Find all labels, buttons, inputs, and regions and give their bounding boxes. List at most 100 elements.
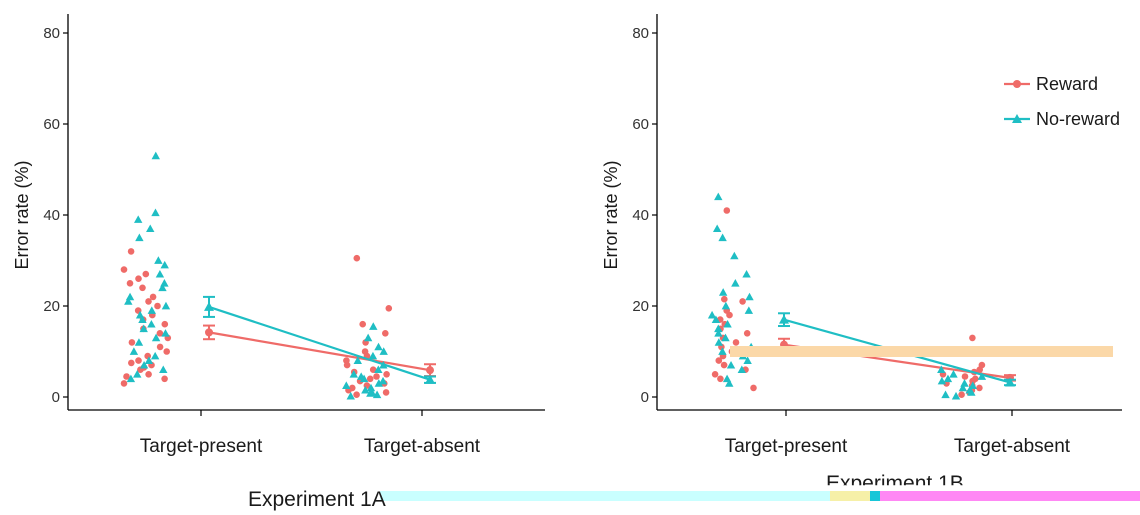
noreward-point [124, 297, 133, 305]
noreward-point [707, 310, 717, 319]
noreward-point [346, 391, 355, 400]
x-category-label: Target-present [725, 436, 848, 457]
noreward-point [949, 370, 958, 378]
noreward-point [160, 279, 169, 287]
reward-point [721, 295, 728, 303]
noreward-point [135, 233, 144, 242]
noreward-point [941, 390, 950, 399]
artifact-strip-teal [870, 491, 880, 501]
reward-point [135, 357, 142, 364]
noreward-point [129, 347, 139, 355]
noreward-point [958, 383, 968, 392]
noreward-mean-marker [1005, 377, 1015, 387]
legend: Reward No-reward [1004, 74, 1120, 129]
noreward-point [349, 370, 358, 378]
artifact-strip-yellow [830, 491, 870, 501]
noreward-point [150, 351, 160, 360]
reward-mean-marker [426, 366, 434, 375]
noreward-point [125, 292, 135, 301]
noreward-point [138, 315, 147, 324]
reward-point [128, 359, 135, 367]
reward-point [145, 298, 152, 305]
reward-point [373, 373, 380, 380]
legend-marker [1012, 114, 1022, 123]
reward-point [739, 298, 746, 305]
reward-point [145, 371, 152, 378]
noreward-point [134, 338, 144, 346]
noreward-point [139, 324, 148, 333]
noreward-point [144, 356, 154, 364]
legend-noreward: No-reward [1004, 109, 1120, 129]
x-category-label: Target-present [140, 436, 263, 457]
reward-point [969, 334, 976, 342]
panel-experiment-1b: 0 20 40 60 80 Error rate (%) Target-present Tar… [601, 14, 1122, 457]
noreward-point [154, 256, 163, 264]
noreward-point [718, 288, 728, 296]
artifact-band [730, 346, 1113, 357]
noreward-point [951, 391, 961, 400]
reward-point [978, 361, 986, 369]
reward-point [149, 293, 157, 301]
x-category-label: Target-absent [364, 436, 481, 457]
y-tick-label: 40 [43, 207, 60, 224]
reward-mean-marker [205, 328, 213, 337]
reward-point [156, 343, 164, 351]
noreward-point [721, 333, 730, 342]
reward-point [353, 391, 360, 399]
reward-point [382, 389, 390, 396]
noreward-point [730, 251, 739, 260]
y-tick-label: 40 [632, 207, 649, 224]
reward-point [385, 305, 393, 312]
noreward-point [139, 360, 149, 369]
noreward-point [744, 306, 754, 314]
legend-marker [1013, 80, 1021, 88]
reward-point [958, 391, 965, 399]
reward-point [743, 330, 751, 337]
reward-point [383, 371, 390, 378]
y-tick-label: 80 [43, 25, 60, 42]
noreward-point [159, 365, 168, 374]
noreward-mean-line [208, 305, 431, 381]
reward-point [126, 280, 134, 287]
reward-point [156, 330, 164, 337]
reward-point [369, 366, 377, 374]
y-tick-label: 60 [632, 116, 649, 133]
reward-point [976, 384, 983, 392]
noreward-point [960, 379, 969, 387]
reward-point [972, 375, 979, 383]
reward-point [154, 302, 161, 310]
reward-point [750, 384, 757, 392]
noreward-point [737, 365, 747, 374]
noreward-point [943, 374, 953, 383]
noreward-point [161, 301, 171, 310]
noreward-point [135, 310, 145, 319]
noreward-point [723, 320, 732, 328]
noreward-mean-marker [204, 301, 214, 311]
reward-point [717, 375, 724, 383]
noreward-point [366, 383, 376, 392]
reward-point [120, 380, 128, 387]
y-axis-title: Error rate (%) [12, 160, 32, 269]
noreward-point [714, 324, 723, 333]
panel-caption-1b: Experiment 1B [826, 472, 964, 495]
y-axis-title: Error rate (%) [601, 160, 621, 269]
y-tick-label: 0 [641, 389, 649, 406]
noreward-point [714, 192, 723, 201]
noreward-point [160, 260, 169, 269]
reward-point [142, 270, 150, 278]
noreward-mean-marker [425, 374, 435, 384]
reward-point [382, 330, 389, 337]
noreward-point [965, 385, 974, 394]
noreward-point [714, 338, 724, 346]
noreward-point [151, 151, 160, 160]
reward-point [161, 375, 168, 383]
noreward-point [368, 351, 378, 360]
noreward-point [342, 381, 351, 389]
reward-point [353, 254, 361, 262]
reward-point [711, 371, 719, 378]
noreward-point [711, 315, 721, 324]
legend-label: No-reward [1036, 109, 1120, 129]
reward-point [123, 373, 130, 380]
x-category-label: Target-absent [954, 436, 1071, 457]
